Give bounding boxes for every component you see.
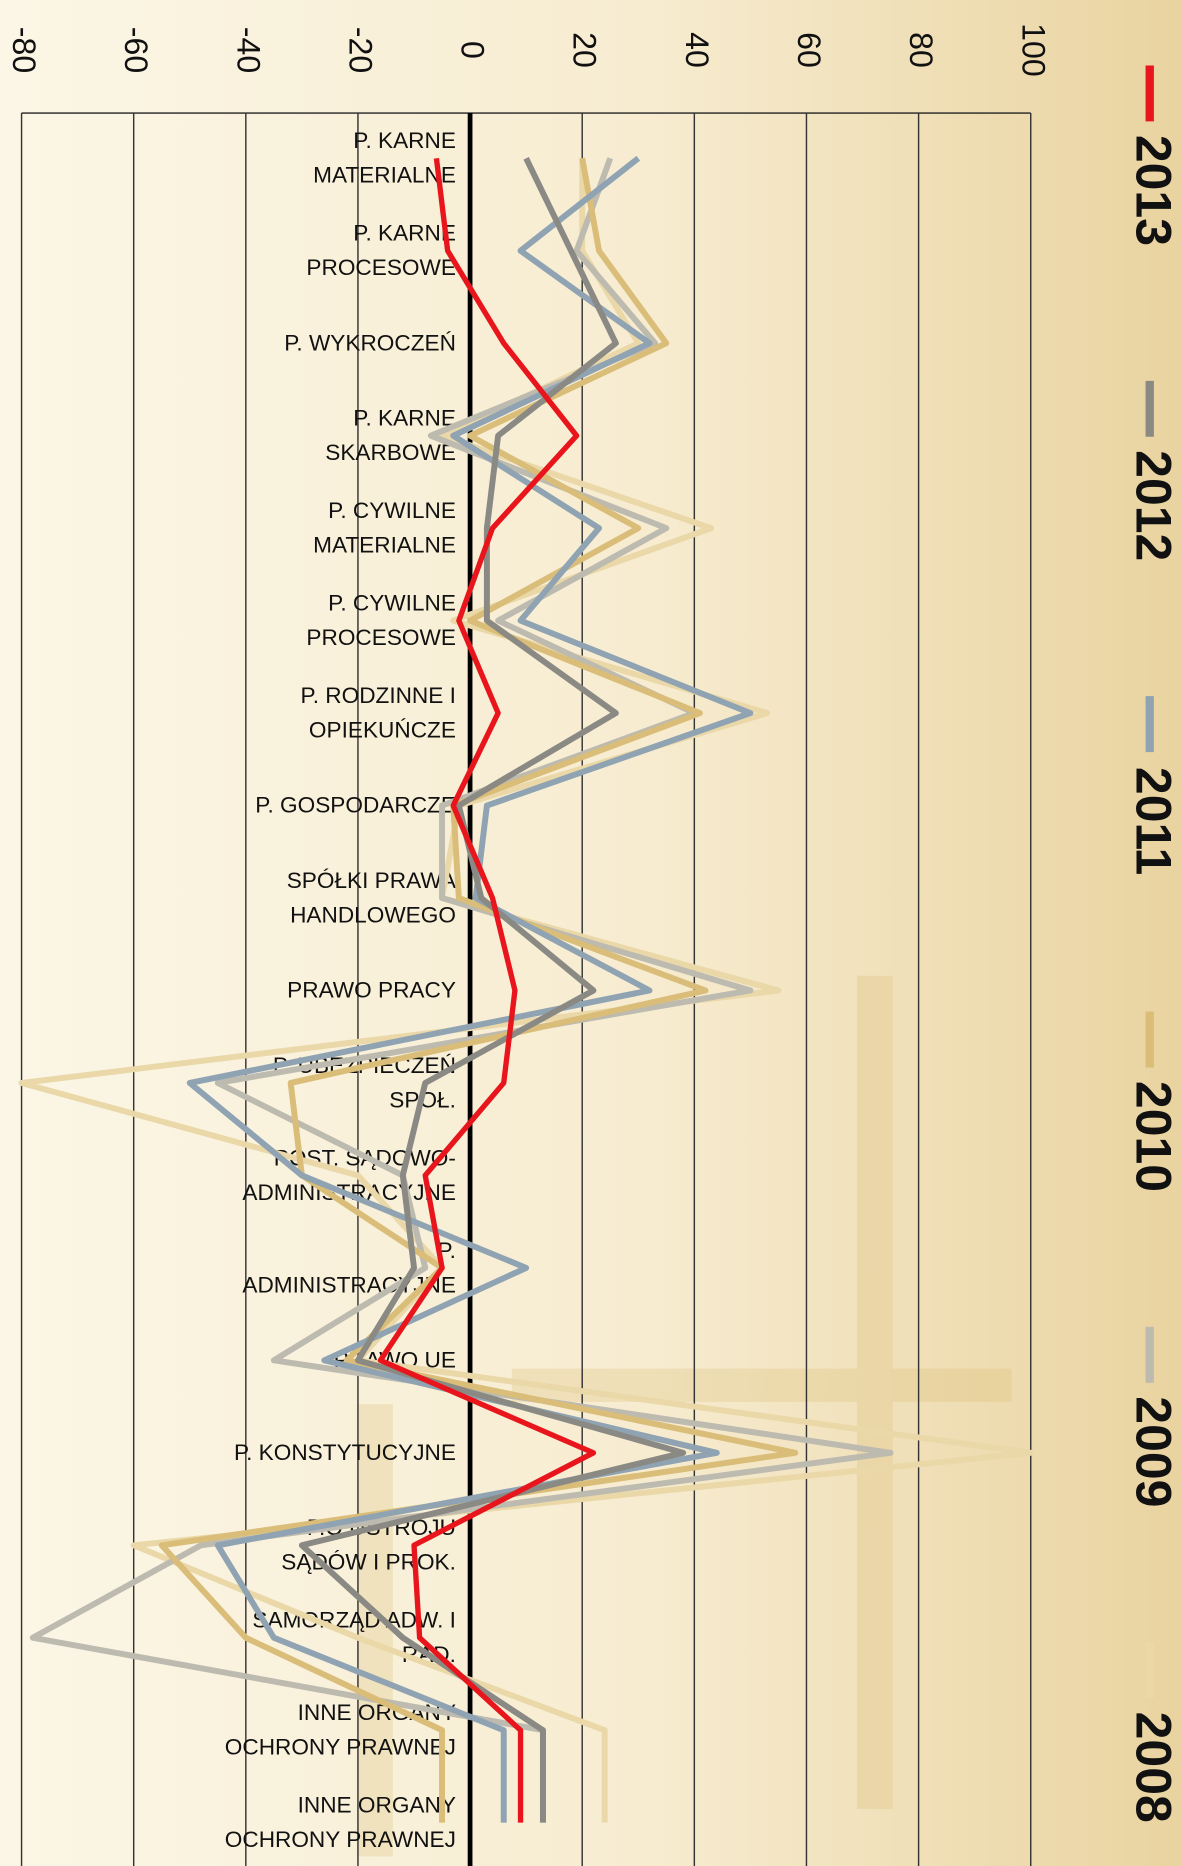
x-tick-label: -80: [6, 27, 42, 73]
x-tick-label: 20: [567, 32, 603, 68]
category-label: P. RODZINNE I OPIEKUŃCZE: [301, 683, 456, 743]
legend-label: 2013: [1126, 135, 1182, 246]
x-tick-label: 80: [903, 32, 939, 68]
series-line: [18, 158, 1034, 1823]
category-label: P. KARNE PROCESOWE: [306, 221, 456, 281]
series-line: [29, 157, 894, 1823]
x-tick-label: -40: [230, 27, 266, 73]
series-line: [298, 156, 687, 1823]
series-line: [186, 155, 754, 1823]
x-tick-label: 40: [679, 32, 715, 68]
category-label: P. CYWILNE MATERIALNE: [313, 498, 456, 558]
category-label: P. KARNE MATERIALNE: [313, 128, 456, 188]
legend-label: 2011: [1126, 767, 1182, 875]
category-label: P. WYKROCZEŃ: [284, 330, 456, 355]
x-tick-label: 100: [1015, 23, 1051, 77]
category-label: P. KARNE SKARBOWE: [325, 406, 456, 466]
legend-label: 2009: [1126, 1396, 1182, 1507]
legend-label: 2010: [1126, 1081, 1182, 1192]
series-line: [158, 157, 799, 1823]
series-line: [377, 157, 597, 1823]
category-label: P. CYWILNE PROCESOWE: [306, 590, 456, 650]
category-label: SPÓŁKI PRAWA HANDLOWEGO: [287, 868, 457, 928]
category-label: PRAWO PRACY: [287, 978, 456, 1003]
background-decoration: [357, 975, 1012, 1857]
x-tick-label: 0: [455, 41, 491, 59]
x-tick-label: -60: [118, 27, 154, 73]
x-tick-label: -20: [342, 27, 378, 73]
legend-label: 2012: [1126, 450, 1182, 561]
category-label: INNE ORGANY OCHRONY PRAWNEJ: [225, 1793, 456, 1853]
x-tick-label: 60: [791, 32, 827, 68]
category-label: P. GOSPODARCZE: [255, 793, 456, 818]
category-label: P. KONSTYTUCYJNE: [234, 1440, 456, 1465]
legend-label: 2008: [1126, 1712, 1182, 1823]
